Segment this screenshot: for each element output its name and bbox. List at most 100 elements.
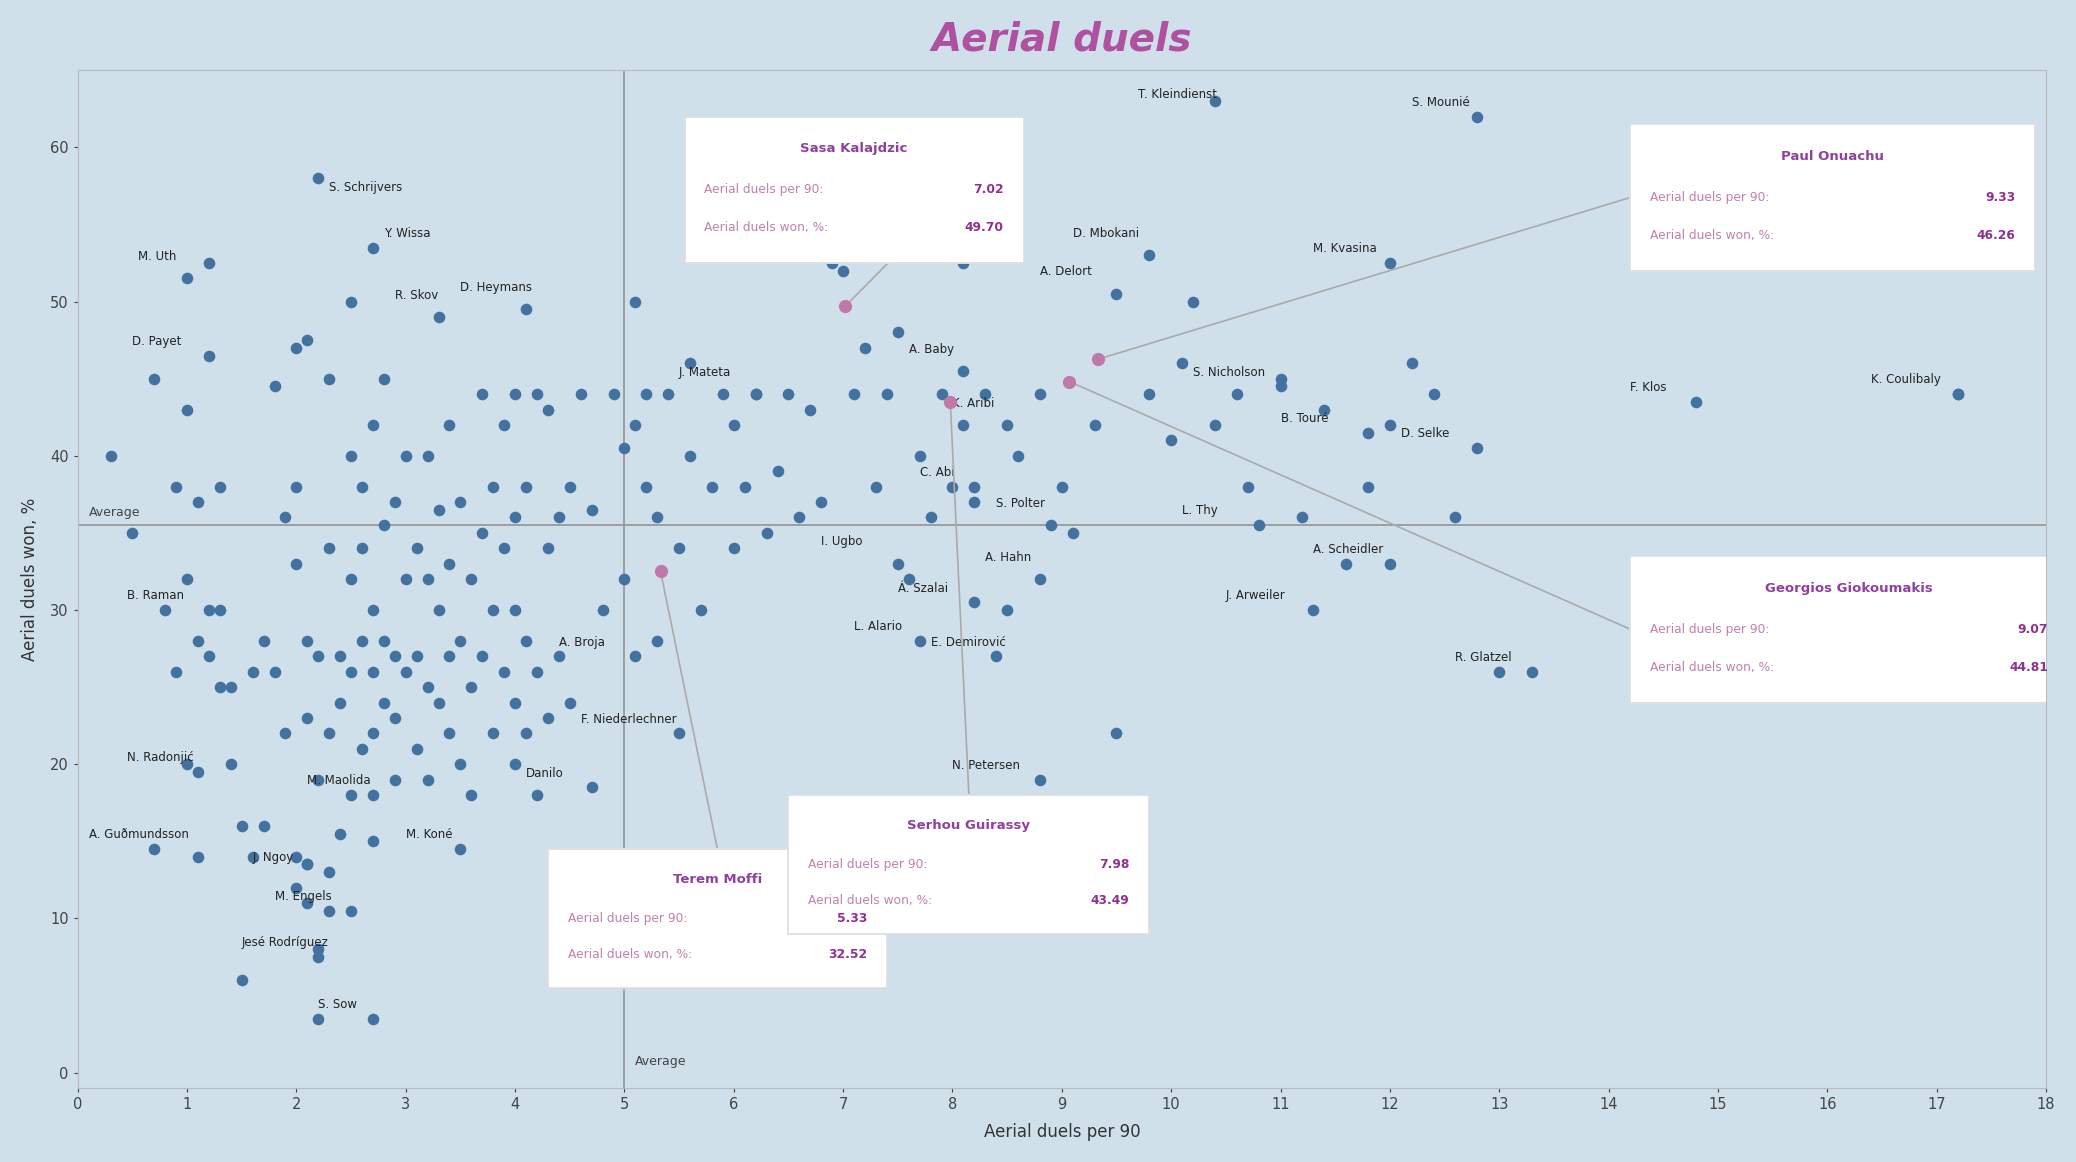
Text: B. Touré: B. Touré <box>1281 413 1329 425</box>
Point <box>531 400 565 418</box>
Point <box>1023 770 1057 789</box>
Text: J. Ngoy: J. Ngoy <box>253 852 295 865</box>
Point <box>542 508 575 526</box>
Point <box>324 694 357 712</box>
Text: 43.49: 43.49 <box>1090 894 1129 908</box>
Point <box>1082 350 1115 368</box>
Point <box>1351 478 1385 496</box>
Point <box>291 855 324 874</box>
Point <box>608 569 641 588</box>
Point <box>388 446 421 465</box>
Text: A. Guðmundsson: A. Guðmundsson <box>89 829 189 841</box>
Text: Serhou Guirassy: Serhou Guirassy <box>907 819 1030 832</box>
Text: Aerial duels per 90:: Aerial duels per 90: <box>808 858 932 872</box>
Point <box>170 755 203 774</box>
Text: 9.33: 9.33 <box>1985 191 2016 205</box>
Point <box>313 724 347 743</box>
Point <box>378 647 411 666</box>
Point <box>193 647 226 666</box>
Point <box>706 385 739 403</box>
Text: D. Payet: D. Payet <box>133 335 183 347</box>
Text: Aerial duels won, %: 46.26: Aerial duels won, %: 46.26 <box>1744 229 1910 242</box>
Point <box>498 755 531 774</box>
Point <box>629 385 662 403</box>
Point <box>247 631 280 650</box>
Point <box>619 293 652 311</box>
Point <box>401 647 434 666</box>
Text: Aerial duels per 90: 9.33: Aerial duels per 90: 9.33 <box>1750 191 1904 205</box>
Point <box>552 478 585 496</box>
Point <box>1264 370 1298 388</box>
Point <box>880 554 913 573</box>
Point <box>137 840 170 859</box>
Text: Paul Onuachu: Paul Onuachu <box>1781 150 1885 163</box>
Text: M. Koné: M. Koné <box>405 829 453 841</box>
Point <box>411 677 444 696</box>
Point <box>280 847 313 866</box>
Point <box>509 631 542 650</box>
Point <box>116 524 149 543</box>
Point <box>957 478 990 496</box>
Point <box>444 755 477 774</box>
Text: D. Selke: D. Selke <box>1401 428 1449 440</box>
Point <box>193 601 226 619</box>
Point <box>291 709 324 727</box>
Text: Average: Average <box>89 505 141 519</box>
Text: Aerial duels per 90:: Aerial duels per 90: <box>704 184 828 196</box>
Title: Aerial duels: Aerial duels <box>932 21 1192 59</box>
Point <box>739 385 772 403</box>
Point <box>1133 246 1167 265</box>
Point <box>509 300 542 318</box>
Point <box>685 601 718 619</box>
Point <box>455 569 488 588</box>
Point <box>509 478 542 496</box>
Point <box>411 569 444 588</box>
Point <box>421 694 455 712</box>
Point <box>608 439 641 458</box>
Text: A. Broja: A. Broja <box>558 636 604 648</box>
Point <box>93 446 127 465</box>
Point <box>444 840 477 859</box>
Text: Aerial duels won, %:: Aerial duels won, %: <box>1650 661 1777 674</box>
Point <box>934 393 967 411</box>
Point <box>849 338 882 357</box>
Text: Aerial duels won, %: 32.52: Aerial duels won, %: 32.52 <box>629 948 795 961</box>
Text: Aerial duels won, %:: Aerial duels won, %: <box>808 894 936 908</box>
Point <box>1395 354 1428 373</box>
Point <box>1298 601 1331 619</box>
Point <box>367 694 401 712</box>
Point <box>411 446 444 465</box>
Point <box>1221 385 1254 403</box>
FancyBboxPatch shape <box>1630 557 2068 703</box>
Point <box>1198 92 1231 110</box>
Point <box>203 478 237 496</box>
Point <box>1679 393 1713 411</box>
Point <box>301 770 334 789</box>
Point <box>1351 423 1385 442</box>
Point <box>1053 372 1086 390</box>
Point <box>716 539 749 558</box>
Point <box>870 385 903 403</box>
FancyBboxPatch shape <box>548 849 886 988</box>
Point <box>301 647 334 666</box>
Text: Aerial duels per 90: 9.07: Aerial duels per 90: 9.07 <box>1767 623 1920 636</box>
Point <box>783 508 816 526</box>
Point <box>565 385 598 403</box>
Point <box>1241 516 1275 535</box>
Point <box>257 378 291 396</box>
FancyBboxPatch shape <box>685 116 1023 263</box>
Text: A. Scheidler: A. Scheidler <box>1314 543 1383 557</box>
Point <box>434 416 467 435</box>
Point <box>575 779 608 797</box>
Point <box>619 416 652 435</box>
Text: S. Schrijvers: S. Schrijvers <box>330 180 403 194</box>
Point <box>301 948 334 967</box>
Point <box>1044 478 1077 496</box>
Text: Sasa Kalajdzic: Sasa Kalajdzic <box>801 142 907 156</box>
Point <box>903 631 936 650</box>
Point <box>1462 439 1495 458</box>
Point <box>313 370 347 388</box>
Text: C. Abi: C. Abi <box>920 466 955 479</box>
Point <box>280 478 313 496</box>
Point <box>291 894 324 912</box>
